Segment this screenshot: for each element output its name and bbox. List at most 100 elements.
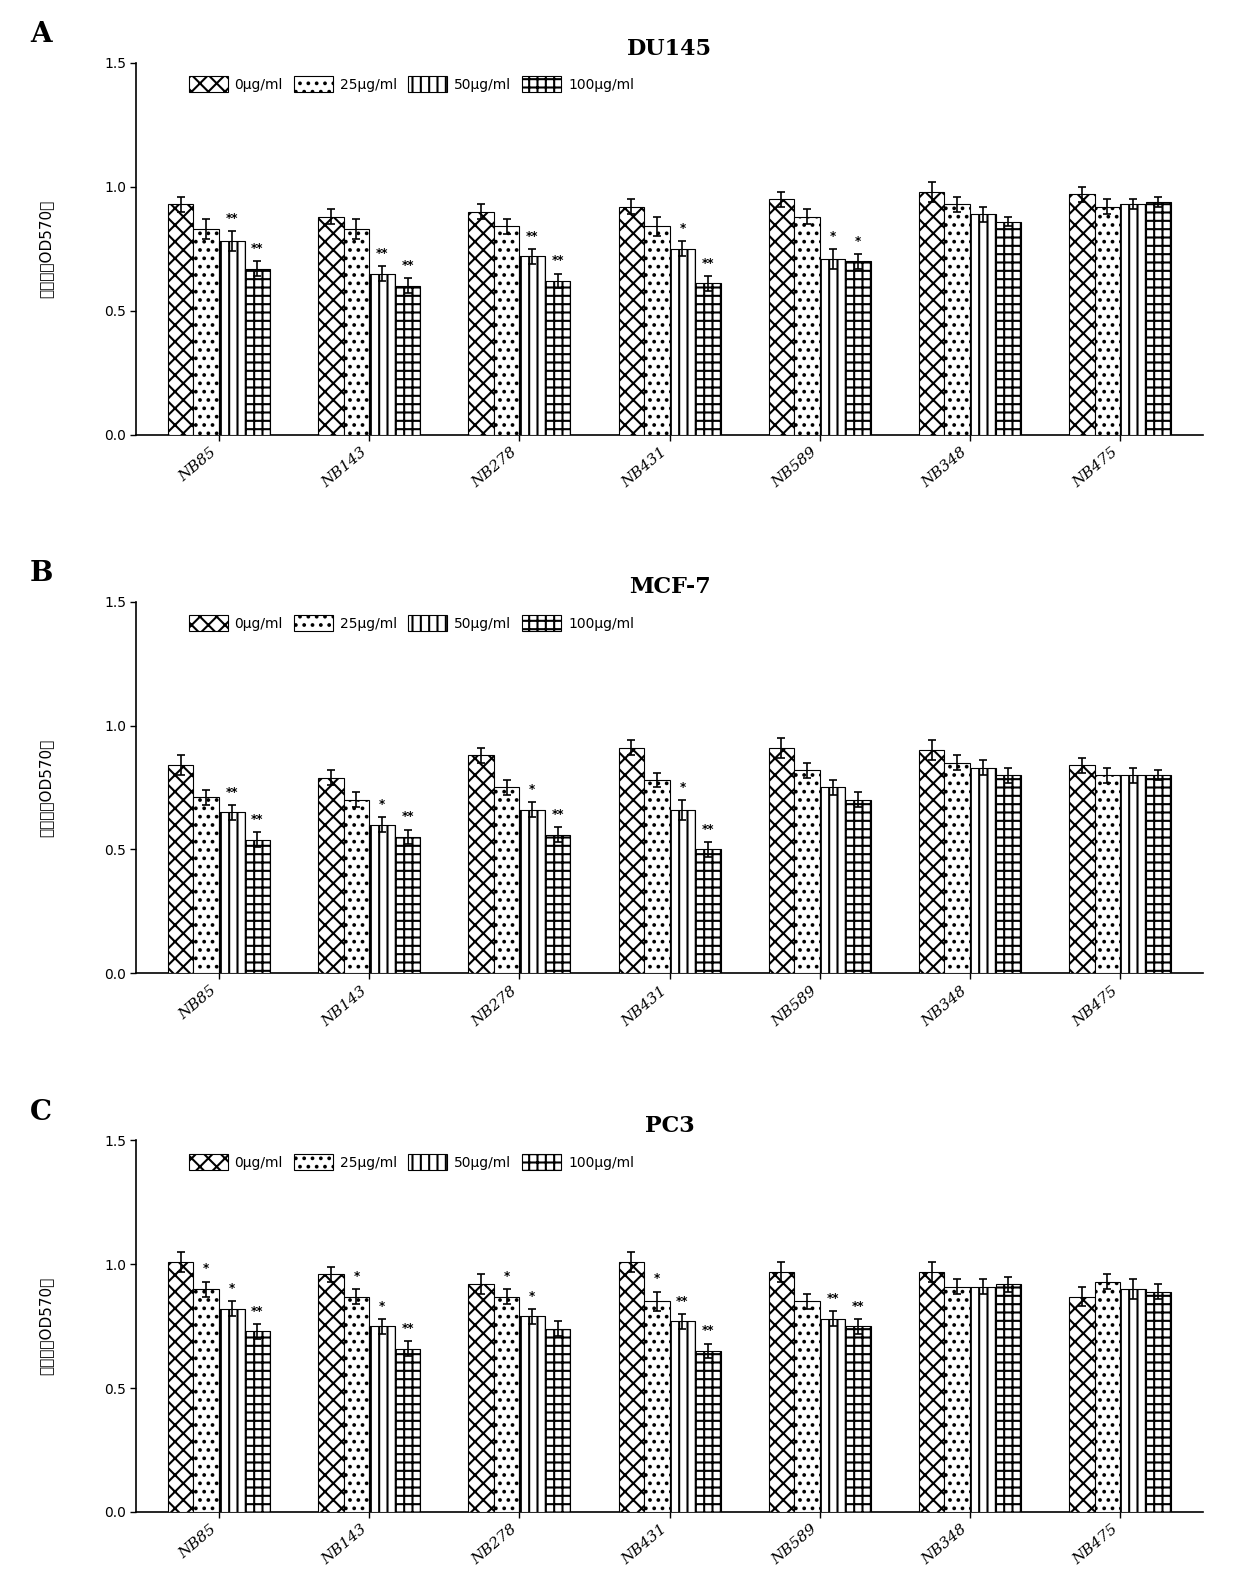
- Text: *: *: [228, 1282, 234, 1295]
- Bar: [644, 780, 670, 973]
- Bar: [319, 217, 343, 435]
- Text: *: *: [379, 799, 386, 811]
- Bar: [520, 1317, 544, 1512]
- Bar: [167, 1262, 193, 1512]
- Bar: [769, 198, 795, 435]
- Bar: [619, 206, 644, 435]
- Bar: [696, 1351, 720, 1512]
- Title: MCF-7: MCF-7: [629, 576, 711, 598]
- Text: *: *: [503, 1269, 510, 1284]
- Bar: [469, 1284, 494, 1512]
- Bar: [795, 770, 820, 973]
- Bar: [696, 284, 720, 435]
- Bar: [343, 228, 370, 435]
- Bar: [996, 775, 1021, 973]
- Text: C: C: [30, 1099, 52, 1126]
- Text: **: **: [552, 808, 564, 821]
- Bar: [394, 836, 420, 973]
- Bar: [167, 205, 193, 435]
- Text: **: **: [250, 243, 264, 255]
- Bar: [1095, 775, 1120, 973]
- Bar: [919, 750, 945, 973]
- Bar: [820, 788, 846, 973]
- Text: 吸光值（OD570）: 吸光值（OD570）: [38, 200, 53, 298]
- Bar: [394, 1348, 420, 1512]
- Bar: [343, 1296, 370, 1512]
- Bar: [1069, 765, 1095, 973]
- Bar: [795, 1301, 820, 1512]
- Bar: [469, 211, 494, 435]
- Bar: [494, 227, 520, 435]
- Bar: [544, 1329, 570, 1512]
- Text: **: **: [250, 1304, 264, 1318]
- Text: 吸光值（OD570）: 吸光值（OD570）: [38, 1277, 53, 1375]
- Text: *: *: [680, 781, 686, 794]
- Bar: [167, 765, 193, 973]
- Bar: [820, 258, 846, 435]
- Bar: [945, 762, 970, 973]
- Bar: [846, 261, 870, 435]
- Bar: [544, 835, 570, 973]
- Bar: [370, 825, 394, 973]
- Text: *: *: [379, 1299, 386, 1312]
- Bar: [1095, 1282, 1120, 1512]
- Bar: [394, 287, 420, 435]
- Bar: [619, 748, 644, 973]
- Bar: [244, 269, 270, 435]
- Bar: [219, 241, 244, 435]
- Text: **: **: [402, 811, 414, 824]
- Text: *: *: [353, 1269, 360, 1284]
- Bar: [670, 1321, 696, 1512]
- Text: **: **: [226, 213, 238, 225]
- Text: **: **: [226, 786, 238, 799]
- Text: **: **: [250, 813, 264, 825]
- Legend: 0μg/ml, 25μg/ml, 50μg/ml, 100μg/ml: 0μg/ml, 25μg/ml, 50μg/ml, 100μg/ml: [186, 74, 637, 94]
- Text: A: A: [30, 20, 51, 49]
- Text: 吸光值（OD570）: 吸光值（OD570）: [38, 739, 53, 836]
- Bar: [919, 192, 945, 435]
- Bar: [219, 1309, 244, 1512]
- Text: **: **: [702, 822, 714, 836]
- Bar: [244, 1331, 270, 1512]
- Bar: [970, 1287, 996, 1512]
- Bar: [219, 813, 244, 973]
- Bar: [520, 810, 544, 973]
- Bar: [619, 1262, 644, 1512]
- Text: *: *: [529, 1290, 536, 1303]
- Bar: [644, 1301, 670, 1512]
- Bar: [343, 800, 370, 973]
- Bar: [1120, 1288, 1146, 1512]
- Bar: [544, 280, 570, 435]
- Text: **: **: [826, 1292, 838, 1306]
- Bar: [1095, 206, 1120, 435]
- Bar: [1146, 775, 1172, 973]
- Bar: [244, 839, 270, 973]
- Bar: [670, 810, 696, 973]
- Bar: [846, 800, 870, 973]
- Title: PC3: PC3: [645, 1115, 694, 1137]
- Text: **: **: [852, 1299, 864, 1312]
- Text: *: *: [830, 230, 836, 243]
- Bar: [970, 767, 996, 973]
- Text: *: *: [203, 1263, 210, 1276]
- Bar: [1146, 202, 1172, 435]
- Bar: [370, 274, 394, 435]
- Bar: [644, 227, 670, 435]
- Bar: [769, 748, 795, 973]
- Bar: [193, 1288, 219, 1512]
- Text: **: **: [402, 260, 414, 272]
- Bar: [370, 1326, 394, 1512]
- Bar: [1120, 775, 1146, 973]
- Bar: [469, 756, 494, 973]
- Bar: [494, 788, 520, 973]
- Text: **: **: [552, 254, 564, 268]
- Bar: [1069, 194, 1095, 435]
- Text: **: **: [526, 230, 538, 243]
- Text: **: **: [376, 247, 388, 260]
- Bar: [996, 222, 1021, 435]
- Text: *: *: [680, 222, 686, 235]
- Bar: [820, 1318, 846, 1512]
- Bar: [193, 797, 219, 973]
- Text: *: *: [854, 235, 862, 247]
- Legend: 0μg/ml, 25μg/ml, 50μg/ml, 100μg/ml: 0μg/ml, 25μg/ml, 50μg/ml, 100μg/ml: [186, 1151, 637, 1173]
